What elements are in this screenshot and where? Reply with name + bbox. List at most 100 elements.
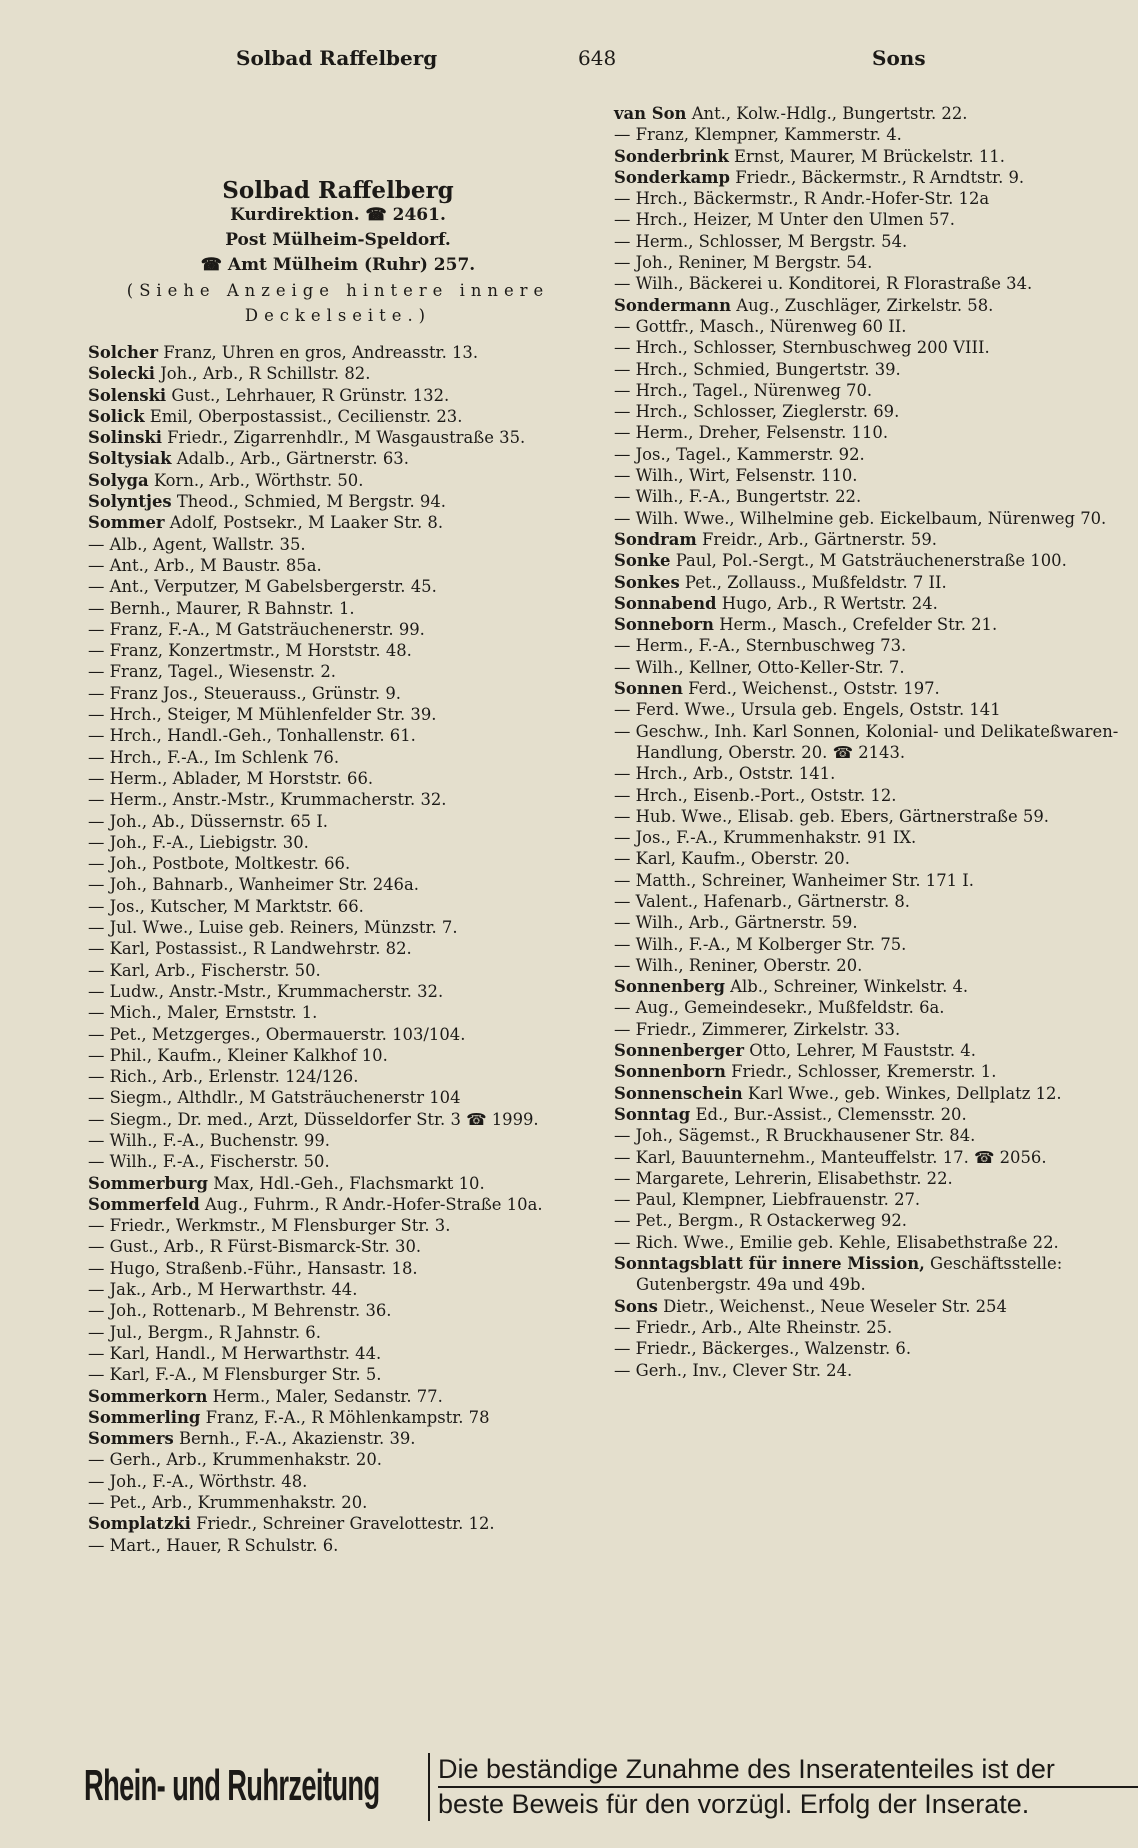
entry-details: Pet., Bergm., R Ostackerweg 92. (635, 1211, 907, 1231)
directory-entry: — Hub. Wwe., Elisab. geb. Ebers, Gärtner… (614, 806, 1126, 827)
directory-entry: — Joh., Postbote, Moltkestr. 66. (88, 853, 588, 874)
entry-surname: — (88, 1365, 105, 1385)
directory-entry: — Hrch., Bäckermstr., R Andr.-Hofer-Str.… (614, 188, 1126, 209)
entry-surname: Solinski (88, 428, 162, 448)
directory-entry: — Wilh., Reniner, Oberstr. 20. (614, 955, 1126, 976)
entry-details: Friedr., Arb., Alte Rheinstr. 25. (635, 1317, 893, 1337)
entry-details: Valent., Hafenarb., Gärtnerstr. 8. (635, 891, 911, 911)
entry-surname: — (88, 555, 105, 575)
entry-details: Wilh., Kellner, Otto-Keller-Str. 7. (635, 657, 905, 677)
entry-surname: — (88, 1237, 105, 1257)
entry-surname: — (614, 380, 631, 400)
entry-surname: Sommers (88, 1429, 174, 1449)
entry-details: Gottfr., Masch., Nürenweg 60 II. (635, 316, 907, 336)
entry-details: Herm., F.-A., Sternbuschweg 73. (635, 636, 907, 656)
directory-entry: — Wilh., F.-A., Fischerstr. 50. (88, 1151, 588, 1172)
directory-entry: — Geschw., Inh. Karl Sonnen, Kolonial- u… (614, 721, 1126, 764)
directory-entry: — Wilh., Bäckerei u. Konditorei, R Flora… (614, 273, 1126, 294)
notice-line: (Siehe Anzeige hintere innere (126, 281, 550, 300)
entry-details: Geschw., Inh. Karl Sonnen, Kolonial- und… (635, 721, 1119, 762)
directory-entry: — Joh., F.-A., Wörthstr. 48. (88, 1471, 588, 1492)
entry-details: Wilh., F.-A., Fischerstr. 50. (109, 1152, 330, 1172)
entry-details: Ludw., Anstr.-Mstr., Krummacherstr. 32. (109, 981, 444, 1001)
entry-details: Emil, Oberpostassist., Cecilienstr. 23. (149, 406, 463, 426)
directory-entry: Sonntagsblatt für innere Mission, Geschä… (614, 1253, 1126, 1296)
entry-surname: Somplatzki (88, 1514, 191, 1534)
entry-surname: — (614, 1232, 631, 1252)
directory-entry: Sondermann Aug., Zuschläger, Zirkelstr. … (614, 295, 1126, 316)
directory-entry: — Franz, F.-A., M Gatsträuchenerstr. 99. (88, 619, 588, 640)
entry-details: Herm., Masch., Crefelder Str. 21. (719, 615, 998, 635)
directory-entry: Sondram Freidr., Arb., Gärtnerstr. 59. (614, 529, 1126, 550)
entry-surname: — (614, 1360, 631, 1380)
directory-entry: — Herm., F.-A., Sternbuschweg 73. (614, 635, 1126, 656)
directory-entry: — Hrch., Steiger, M Mühlenfelder Str. 39… (88, 704, 588, 725)
entry-surname: — (88, 1301, 105, 1321)
entry-details: Hrch., Handl.-Geh., Tonhallenstr. 61. (109, 726, 416, 746)
newspaper-logo: Rhein- und Ruhrzeitung (84, 1761, 380, 1810)
entry-surname: — (614, 253, 631, 273)
directory-entry: — Mich., Maler, Ernststr. 1. (88, 1002, 588, 1023)
entry-details: Jos., Kutscher, M Marktstr. 66. (109, 896, 364, 916)
left-column: Solbad Raffelberg Kurdirektion. ☎ 2461. … (88, 178, 588, 1556)
ad-line: Die beständige Zunahme des Inseratenteil… (438, 1753, 1138, 1788)
directory-entry: — Jul., Bergm., R Jahnstr. 6. (88, 1322, 588, 1343)
directory-entry: — Joh., Sägemst., R Bruckhausener Str. 8… (614, 1125, 1126, 1146)
entry-surname: — (88, 641, 105, 661)
entry-details: Ferd., Weichenst., Oststr. 197. (688, 679, 940, 699)
directory-entry: Sonneborn Herm., Masch., Crefelder Str. … (614, 614, 1126, 635)
entry-surname: — (88, 1471, 105, 1491)
entry-surname: — (614, 466, 631, 486)
entry-surname: — (88, 726, 105, 746)
directory-entry: Sonntag Ed., Bur.-Assist., Clemensstr. 2… (614, 1104, 1126, 1125)
entry-details: Franz Jos., Steuerauss., Grünstr. 9. (109, 683, 401, 703)
entry-details: Wilh., Reniner, Oberstr. 20. (635, 955, 863, 975)
entry-details: Ed., Bur.-Assist., Clemensstr. 20. (695, 1104, 967, 1124)
entry-details: Franz, Tagel., Wiesenstr. 2. (109, 662, 336, 682)
notice-line: Kurdirektion. ☎ 2461. (230, 205, 446, 225)
entry-surname: Sonke (614, 551, 671, 571)
directory-entry: — Wilh., Arb., Gärtnerstr. 59. (614, 912, 1126, 933)
directory-entry: Soltysiak Adalb., Arb., Gärtnerstr. 63. (88, 448, 588, 469)
entry-details: Alb., Agent, Wallstr. 35. (109, 534, 306, 554)
entry-details: Franz, Konzertmstr., M Horststr. 48. (109, 641, 412, 661)
entry-surname: Sonnenborn (614, 1062, 726, 1082)
entry-details: Jul. Wwe., Luise geb. Reiners, Münzstr. … (109, 918, 458, 938)
entry-details: Karl, Postassist., R Landwehrstr. 82. (109, 939, 412, 959)
entry-surname: Sommerkorn (88, 1386, 208, 1406)
directory-entry: Sommer Adolf, Postsekr., M Laaker Str. 8… (88, 512, 588, 533)
entry-surname: — (614, 870, 631, 890)
entry-surname: — (614, 891, 631, 911)
directory-entry: — Rich., Arb., Erlenstr. 124/126. (88, 1066, 588, 1087)
entry-surname: — (88, 1493, 105, 1513)
entry-details: Pet., Metzgerges., Obermauerstr. 103/104… (109, 1024, 466, 1044)
entry-surname: — (88, 705, 105, 725)
directory-entry: — Joh., F.-A., Liebigstr. 30. (88, 832, 588, 853)
entry-surname: — (614, 785, 631, 805)
entry-surname: — (614, 913, 631, 933)
page-number: 648 (578, 46, 617, 70)
entry-surname: Sondram (614, 529, 697, 549)
entry-surname: Sonneborn (614, 615, 714, 635)
directory-entry: — Siegm., Althdlr., M Gatsträuchenerstr … (88, 1087, 588, 1108)
entry-details: Franz, F.-A., M Gatsträuchenerstr. 99. (109, 619, 425, 639)
entry-details: Joh., Ab., Düssernstr. 65 I. (109, 811, 329, 831)
entry-details: Joh., F.-A., Wörthstr. 48. (109, 1471, 308, 1491)
entry-details: Gust., Lehrhauer, R Grünstr. 132. (171, 385, 450, 405)
entry-details: Friedr., Bäckerges., Walzenstr. 6. (635, 1339, 912, 1359)
notice-title: Solbad Raffelberg (222, 177, 454, 204)
entry-details: Hrch., Steiger, M Mühlenfelder Str. 39. (109, 705, 437, 725)
entry-surname: — (614, 1147, 631, 1167)
directory-entry: — Gust., Arb., R Fürst-Bismarck-Str. 30. (88, 1236, 588, 1257)
entry-surname: Sommerfeld (88, 1194, 200, 1214)
entry-surname: — (614, 657, 631, 677)
directory-entry: — Karl, Handl., M Herwarthstr. 44. (88, 1343, 588, 1364)
entry-details: Aug., Gemeindesekr., Mußfeldstr. 6a. (635, 998, 945, 1018)
entry-surname: — (88, 1152, 105, 1172)
directory-entry: — Joh., Ab., Düssernstr. 65 I. (88, 811, 588, 832)
entry-details: Hrch., Schmied, Bungertstr. 39. (635, 359, 901, 379)
entry-details: Wilh., F.-A., Buchenstr. 99. (109, 1130, 330, 1150)
entry-surname: Solyntjes (88, 492, 172, 512)
entry-surname: — (88, 790, 105, 810)
directory-entry: — Jos., Tagel., Kammerstr. 92. (614, 444, 1126, 465)
